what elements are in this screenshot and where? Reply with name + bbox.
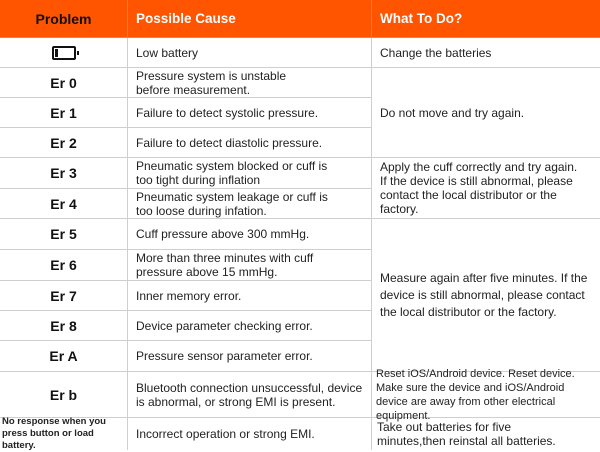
problem-cell: Er 4 [0, 189, 128, 219]
cause-cell: Bluetooth connection unsuccessful, devic… [128, 372, 372, 418]
cause-cell: More than three minutes with cuff pressu… [128, 250, 372, 281]
problem-cell: Er 5 [0, 219, 128, 250]
action-cell: Reset iOS/Android device. Reset device. … [372, 368, 600, 422]
problem-cell [0, 38, 128, 68]
problem-cell: Er 6 [0, 250, 128, 281]
problem-cell: Er 2 [0, 128, 128, 158]
problem-cell: Er 7 [0, 281, 128, 311]
problem-cell: Er A [0, 341, 128, 372]
cause-cell: Pneumatic system blocked or cuff is too … [128, 158, 372, 189]
action-cell: Do not move and try again. [372, 68, 600, 158]
cause-cell: Pressure sensor parameter error. [128, 341, 372, 372]
header-action: What To Do? [372, 0, 600, 38]
cause-cell: Failure to detect diastolic pressure. [128, 128, 372, 158]
cause-cell: Pressure system is unstable before measu… [128, 68, 372, 98]
cause-cell: Incorrect operation or strong EMI. [128, 418, 372, 450]
action-cell: Change the batteries [372, 38, 600, 68]
problem-cell: No response when you press button or loa… [0, 416, 128, 451]
problem-cell: Er 8 [0, 311, 128, 341]
cause-cell: Low battery [128, 38, 372, 68]
cause-cell: Cuff pressure above 300 mmHg. [128, 219, 372, 250]
action-cell: Take out batteries for five minutes,then… [377, 420, 556, 448]
cause-cell: Pneumatic system leakage or cuff is too … [128, 189, 372, 219]
header-cause: Possible Cause [128, 0, 372, 38]
low-battery-icon [51, 45, 79, 60]
header-problem: Problem [0, 0, 128, 38]
cause-cell: Device parameter checking error. [128, 311, 372, 341]
action-cell: Measure again after five minutes. If the… [372, 219, 600, 372]
action-cell: Apply the cuff correctly and try again. … [372, 158, 600, 219]
problem-cell: Er 3 [0, 158, 128, 189]
cause-cell: Failure to detect systolic pressure. [128, 98, 372, 128]
cause-cell: Inner memory error. [128, 281, 372, 311]
problem-cell: Er 1 [0, 98, 128, 128]
problem-cell: Er b [0, 372, 128, 418]
problem-cell: Er 0 [0, 68, 128, 98]
